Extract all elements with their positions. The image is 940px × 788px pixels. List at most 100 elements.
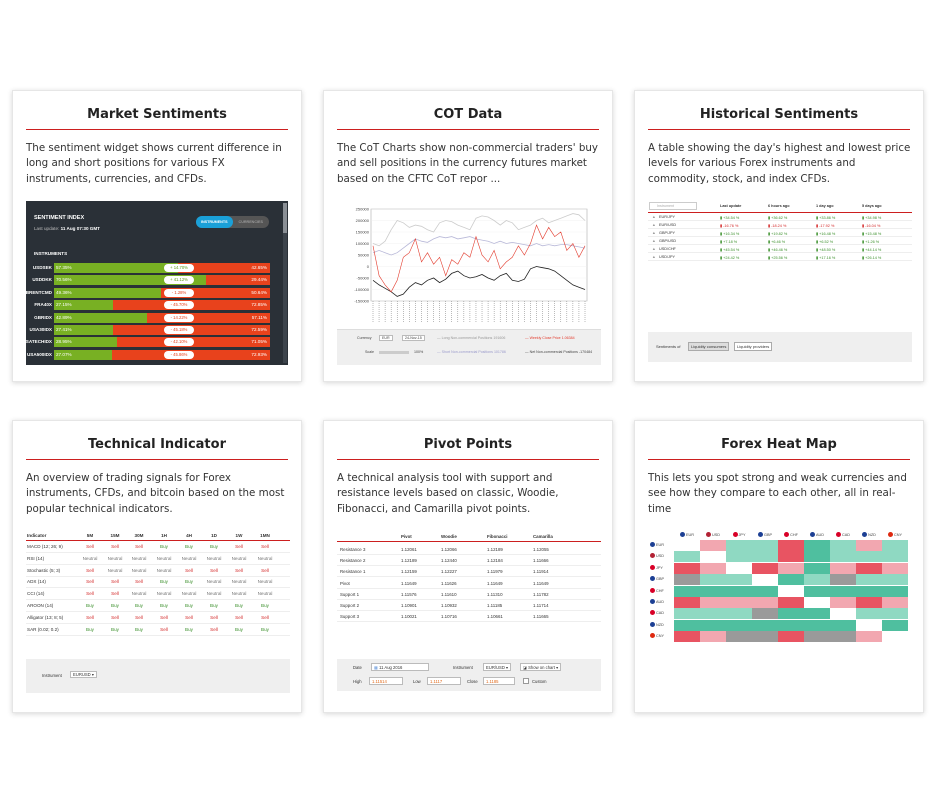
- instrument-select[interactable]: EURUSD ▾: [70, 671, 97, 678]
- heatmap-cell[interactable]: [856, 619, 882, 631]
- heatmap-cell[interactable]: [778, 597, 804, 608]
- card-technical-indicator[interactable]: Technical Indicator An overview of tradi…: [12, 420, 302, 713]
- chart-icon[interactable]: ▲: [652, 223, 656, 227]
- instruments-toggle-option[interactable]: INSTRUMENTS: [196, 216, 233, 228]
- heatmap-cell[interactable]: [700, 551, 726, 563]
- heatmap-cell[interactable]: [674, 585, 700, 597]
- chart-icon[interactable]: ▲: [652, 231, 656, 235]
- tab-liquidity-providers[interactable]: Liquidity providers: [734, 342, 773, 351]
- table-row[interactable]: ▲ GBP/JPY ▮ +16.34 % ▮ +19.82 % ▮ +16.48 % ▮ …: [648, 230, 912, 237]
- card-pivot-points[interactable]: Pivot Points A technical analysis tool w…: [323, 420, 613, 713]
- sentiment-row[interactable]: FRA40X 27.15% - 45.70% 72.85%: [26, 300, 282, 311]
- heatmap-cell[interactable]: [752, 619, 778, 631]
- heatmap-cell[interactable]: [882, 585, 908, 597]
- heatmap-cell[interactable]: [752, 608, 778, 620]
- table-row[interactable]: ▲ EUR/JPY ▮ +34.54 % ▮ +36.62 % ▮ +33.86 % ▮ …: [648, 214, 912, 221]
- heatmap-cell[interactable]: [804, 608, 830, 620]
- heatmap-cell[interactable]: [830, 597, 856, 608]
- heatmap-cell[interactable]: [726, 585, 752, 597]
- heatmap-cell[interactable]: [700, 562, 726, 574]
- heatmap-cell[interactable]: [882, 540, 908, 551]
- heatmap-cell[interactable]: [804, 597, 830, 608]
- heatmap-cell[interactable]: [882, 574, 908, 586]
- heatmap-cell[interactable]: [752, 551, 778, 563]
- heatmap-cell[interactable]: [778, 619, 804, 631]
- sentiment-row[interactable]: USA30IDX 27.41% - 45.18% 72.59%: [26, 325, 282, 335]
- heatmap-cell[interactable]: [674, 540, 700, 551]
- sentiment-row[interactable]: GBRIDX 42.89% - 14.22% 57.11%: [26, 312, 282, 323]
- heatmap-cell[interactable]: [674, 619, 700, 631]
- heatmap-cell[interactable]: [830, 574, 856, 586]
- heatmap-cell[interactable]: [700, 619, 726, 631]
- heatmap-cell[interactable]: [856, 631, 882, 643]
- card-cot-data[interactable]: COT Data The CoT Charts show non-commerc…: [323, 90, 613, 382]
- table-row[interactable]: ▲ USD/CHF ▮ +45.54 % ▮ +46.46 % ▮ +48.50 % ▮ …: [648, 246, 912, 253]
- heatmap-cell[interactable]: [752, 562, 778, 574]
- table-row[interactable]: ▲ EUR/USD ▮ -16.76 % ▮ -18.24 % ▮ -17.92 % ▮ …: [648, 222, 912, 229]
- heatmap-cell[interactable]: [778, 585, 804, 597]
- chart-icon[interactable]: ▲: [652, 239, 656, 243]
- heatmap-cell[interactable]: [778, 540, 804, 551]
- heatmap-cell[interactable]: [830, 551, 856, 563]
- heatmap-cell[interactable]: [830, 608, 856, 620]
- heatmap-cell[interactable]: [804, 551, 830, 563]
- heatmap-cell[interactable]: [752, 540, 778, 551]
- heatmap-cell[interactable]: [856, 551, 882, 563]
- heatmap-cell[interactable]: [804, 574, 830, 586]
- heatmap-cell[interactable]: [804, 631, 830, 643]
- heatmap-cell[interactable]: [726, 540, 752, 551]
- heatmap-cell[interactable]: [856, 585, 882, 597]
- heatmap-cell[interactable]: [830, 540, 856, 551]
- heatmap-cell[interactable]: [700, 574, 726, 586]
- sentiment-row[interactable]: USDSEK 57.35% + 14.70% 42.65%: [26, 263, 282, 273]
- heatmap-cell[interactable]: [700, 631, 726, 643]
- high-input[interactable]: 1.11514: [369, 677, 403, 685]
- heatmap-cell[interactable]: [804, 619, 830, 631]
- low-input[interactable]: 1.1117: [427, 677, 461, 685]
- heatmap-cell[interactable]: [752, 585, 778, 597]
- heatmap-cell[interactable]: [674, 608, 700, 620]
- heatmap-cell[interactable]: [674, 597, 700, 608]
- sentiment-row[interactable]: USDDKK 70.56% + 41.12% 29.44%: [26, 275, 282, 286]
- heatmap-cell[interactable]: [856, 597, 882, 608]
- card-historical-sentiments[interactable]: Historical Sentiments A table showing th…: [634, 90, 924, 382]
- card-forex-heat-map[interactable]: Forex Heat Map This lets you spot strong…: [634, 420, 924, 713]
- heatmap-cell[interactable]: [726, 562, 752, 574]
- close-input[interactable]: 1.1185: [483, 677, 515, 685]
- heatmap-cell[interactable]: [726, 631, 752, 643]
- heatmap-cell[interactable]: [700, 540, 726, 551]
- heatmap-cell[interactable]: [726, 597, 752, 608]
- heatmap-cell[interactable]: [830, 585, 856, 597]
- heatmap-cell[interactable]: [804, 585, 830, 597]
- heatmap-cell[interactable]: [882, 631, 908, 643]
- heatmap-cell[interactable]: [856, 608, 882, 620]
- instrument-select[interactable]: EUR/USD ▾: [483, 663, 512, 671]
- currencies-toggle-option[interactable]: CURRENCIES: [238, 220, 263, 224]
- heatmap-cell[interactable]: [778, 631, 804, 643]
- heatmap-cell[interactable]: [752, 631, 778, 643]
- heatmap-cell[interactable]: [882, 597, 908, 608]
- heatmap-cell[interactable]: [700, 585, 726, 597]
- heatmap-cell[interactable]: [778, 608, 804, 620]
- card-market-sentiments[interactable]: Market Sentiments The sentiment widget s…: [12, 90, 302, 382]
- heatmap-cell[interactable]: [830, 619, 856, 631]
- heatmap-cell[interactable]: [830, 562, 856, 574]
- heatmap-cell[interactable]: [674, 562, 700, 574]
- chart-icon[interactable]: ▲: [652, 247, 656, 251]
- heatmap-cell[interactable]: [700, 608, 726, 620]
- heatmap-cell[interactable]: [778, 562, 804, 574]
- table-row[interactable]: ▲ GBP/USD ▮ +7.18 % ▮ +6.46 % ▮ +6.52 % ▮ +1.…: [648, 238, 912, 245]
- heatmap-cell[interactable]: [674, 574, 700, 586]
- heatmap-cell[interactable]: [856, 574, 882, 586]
- heatmap-cell[interactable]: [674, 631, 700, 643]
- instrument-search-input[interactable]: Instrument: [649, 202, 697, 210]
- date-input[interactable]: ▦ 11 Aug 2016: [371, 663, 429, 671]
- heatmap-cell[interactable]: [830, 631, 856, 643]
- heatmap-cell[interactable]: [856, 562, 882, 574]
- heatmap-cell[interactable]: [882, 562, 908, 574]
- heatmap-cell[interactable]: [726, 551, 752, 563]
- heatmap-cell[interactable]: [726, 574, 752, 586]
- sentiment-row[interactable]: USA500IDX 27.07% - 45.86% 72.93%: [26, 349, 282, 360]
- chart-icon[interactable]: ▲: [652, 255, 656, 259]
- heatmap-cell[interactable]: [726, 619, 752, 631]
